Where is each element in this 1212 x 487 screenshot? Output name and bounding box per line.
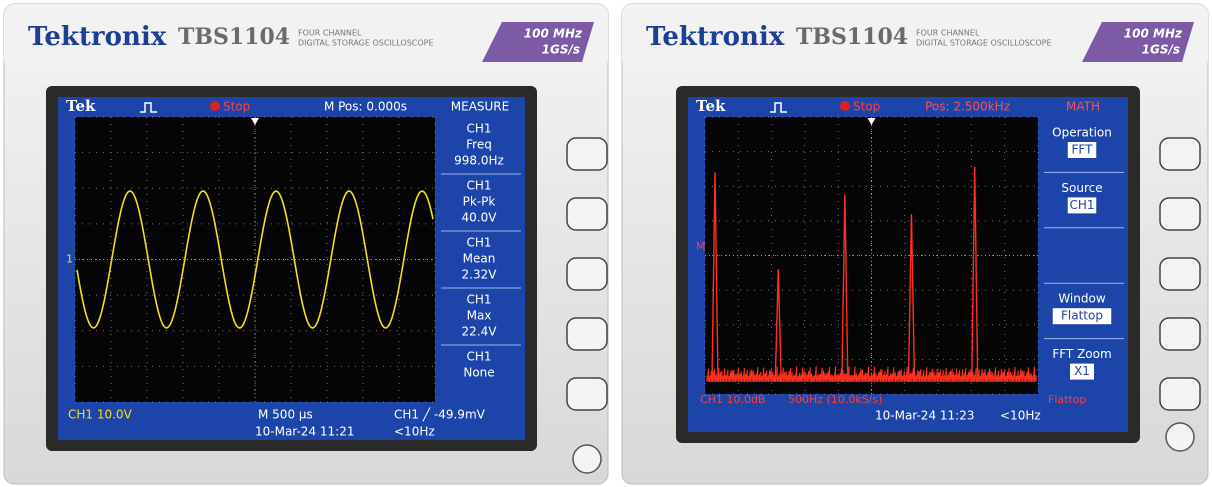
footer-text: 10-Mar-24 11:23 [875, 409, 974, 423]
menu-label: FFT Zoom [1052, 347, 1111, 361]
footer-text: <10Hz [394, 425, 435, 439]
badge-text: 100 MHz [524, 27, 583, 41]
footer-text: <10Hz [1000, 409, 1041, 423]
menu-label: Window [1058, 292, 1106, 306]
footer-text: 10-Mar-24 11:21 [255, 425, 354, 439]
position: Pos: 2.500kHz [925, 100, 1010, 114]
menu-text: CH1 [466, 293, 491, 307]
menu-label: Source [1061, 181, 1102, 195]
bezel-button [567, 318, 607, 350]
desc: DIGITAL STORAGE OSCILLOSCOPE [916, 39, 1052, 48]
menu-text: 998.0Hz [454, 154, 504, 168]
badge-text: 1GS/s [542, 43, 580, 57]
menu-text: Freq [466, 138, 492, 152]
footer-text: CH1 10.0dB [700, 393, 765, 406]
menu-text: Pk-Pk [463, 195, 496, 209]
position: M Pos: 0.000s [324, 100, 407, 114]
badge-text: 1GS/s [1142, 43, 1180, 57]
footer-text: CH1 10.0V [68, 408, 133, 422]
footer-text: Flattop [1048, 393, 1086, 406]
status: Stop [223, 100, 250, 114]
screen-logo: Tek [696, 97, 726, 115]
round-button [1166, 423, 1194, 451]
menu-title: MEASURE [451, 100, 509, 114]
menu-text: 22.4V [462, 325, 498, 339]
model: TBS1104 [178, 24, 290, 50]
channel-marker: 1 [66, 253, 73, 266]
bezel-button [1160, 138, 1200, 170]
page: TektronixTBS1104FOUR CHANNELDIGITAL STOR… [0, 0, 1212, 487]
bezel-button [1160, 318, 1200, 350]
status: Stop [853, 100, 880, 114]
menu-value: Flattop [1061, 309, 1103, 323]
photo: TektronixTBS1104FOUR CHANNELDIGITAL STOR… [0, 0, 1212, 487]
bezel-button [567, 378, 607, 410]
menu-text: CH1 [466, 179, 491, 193]
menu-label: Operation [1052, 126, 1112, 140]
bezel-button [567, 258, 607, 290]
footer-text: M 500 µs [258, 408, 313, 422]
bezel-button [1160, 198, 1200, 230]
stop-dot [210, 101, 220, 111]
menu-title: MATH [1066, 100, 1100, 114]
menu-text: Mean [463, 252, 496, 266]
bezel-button [567, 138, 607, 170]
brand: Tektronix [28, 22, 167, 52]
model: TBS1104 [796, 24, 908, 50]
channel-marker: M [696, 240, 706, 253]
bezel-button [1160, 378, 1200, 410]
brand: Tektronix [646, 22, 785, 52]
bezel-button [567, 198, 607, 230]
desc: DIGITAL STORAGE OSCILLOSCOPE [298, 39, 434, 48]
menu-text: CH1 [466, 236, 491, 250]
menu-text: Max [467, 309, 492, 323]
badge-text: 100 MHz [1124, 27, 1183, 41]
menu-text: CH1 [466, 122, 491, 136]
menu-value: X1 [1074, 364, 1090, 378]
menu-text: CH1 [466, 350, 491, 364]
menu-value: CH1 [1069, 198, 1094, 212]
desc: FOUR CHANNEL [916, 29, 980, 38]
menu-text: None [463, 366, 494, 380]
menu-text: 40.0V [462, 211, 498, 225]
menu-value: FFT [1072, 143, 1094, 157]
screen-logo: Tek [66, 97, 96, 115]
desc: FOUR CHANNEL [298, 29, 362, 38]
stop-dot [840, 101, 850, 111]
round-button [573, 445, 601, 473]
footer-text: CH1 ╱ -49.9mV [394, 407, 486, 422]
bezel-button [1160, 258, 1200, 290]
footer-text: 500Hz (10.0kS/s) [788, 393, 882, 406]
menu-text: 2.32V [462, 268, 498, 282]
